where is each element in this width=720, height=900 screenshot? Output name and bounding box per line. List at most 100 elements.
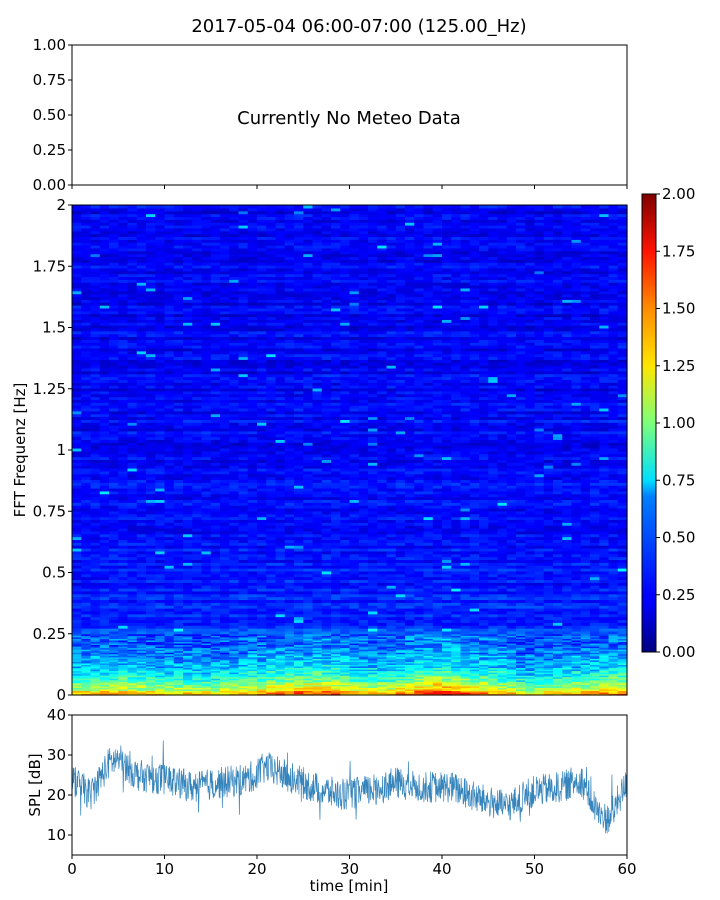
spectrogram-cell — [284, 656, 295, 659]
spectrogram-cell — [183, 668, 193, 672]
spectrogram-cell — [608, 664, 619, 667]
spectrogram-cell — [294, 672, 304, 675]
spectrogram-cell — [368, 670, 378, 673]
spectrogram-cell — [284, 650, 295, 653]
spectrogram-cell — [368, 681, 378, 684]
spectrogram-cell — [220, 690, 230, 693]
spectrogram-cell — [432, 691, 443, 695]
spectrogram-cell — [543, 668, 554, 672]
spectrogram-cell — [608, 676, 619, 679]
spectrogram-cell — [118, 646, 129, 649]
spectrogram-cell — [608, 646, 619, 649]
spectrogram-cell — [275, 687, 286, 690]
spectrogram-cell — [210, 644, 221, 647]
spectrogram-cell — [220, 670, 230, 673]
spectrogram-cell — [368, 649, 378, 652]
spectrogram-cell — [479, 647, 489, 650]
spectrogram-cell — [479, 659, 489, 662]
spectrogram-cell — [543, 687, 554, 690]
spectrogram-cell — [358, 652, 369, 655]
spectrogram-cell — [127, 652, 138, 655]
spectrogram-cell — [312, 684, 323, 687]
spectrogram-cell — [608, 675, 619, 678]
spectrogram-cell — [247, 672, 258, 675]
spectrogram-cell — [543, 672, 554, 675]
spectrogram-cell — [321, 691, 332, 695]
spectrogram-cell — [173, 659, 184, 662]
spectrogram-cell — [275, 661, 286, 664]
spectrogram-cell — [238, 662, 249, 665]
spectrogram-cell — [72, 688, 82, 692]
spectrogram-cell — [395, 687, 406, 690]
spectrogram-cell — [608, 691, 619, 695]
spectrogram-cell — [432, 682, 443, 685]
spectrogram-cell — [81, 656, 92, 659]
spectrogram-cell — [460, 691, 471, 695]
spectrogram-cell — [442, 678, 452, 681]
spectrogram-cell — [599, 646, 610, 649]
spectrogram-cell — [201, 661, 212, 664]
spectrogram-cell — [553, 685, 563, 688]
spectrogram-cell — [238, 670, 249, 673]
spectrogram-cell — [118, 676, 129, 679]
spectrogram-cell — [275, 673, 286, 676]
spectrogram-cell — [210, 647, 221, 650]
spectrogram-cell — [192, 687, 203, 690]
spectrogram-cell — [164, 642, 175, 646]
spectrogram-cell — [331, 675, 341, 678]
spectrogram-cell — [303, 650, 314, 653]
spectrogram-cell — [368, 644, 378, 647]
spectrogram-cell — [442, 653, 452, 656]
spectrogram-cell — [118, 650, 129, 653]
spectrogram-cell — [136, 687, 147, 690]
spectrogram-cell — [303, 687, 314, 690]
spectrogram-cell — [451, 687, 462, 690]
spectrogram-cell — [377, 670, 388, 673]
spectrogram-cell — [423, 678, 434, 681]
spectrogram-cell — [460, 658, 471, 661]
spectrogram-cell — [469, 678, 480, 681]
spectrogram-cell — [173, 670, 184, 673]
spectrogram-cell — [580, 684, 591, 687]
spectrogram-cell — [146, 670, 156, 673]
spectrogram-cell — [469, 662, 480, 665]
spectrogram-cell — [340, 656, 351, 659]
spectrogram-cell — [395, 646, 406, 649]
spectrogram-cell — [210, 685, 221, 688]
spectrogram-cell — [146, 659, 156, 662]
spectrogram-cell — [571, 646, 582, 649]
spectrogram-cell — [414, 675, 425, 678]
spectrogram-cell — [358, 670, 369, 673]
spectrogram-cell — [229, 690, 240, 693]
spectrogram-cell — [506, 661, 517, 664]
spectrogram-cell — [164, 681, 175, 684]
spectrogram-cell — [571, 650, 582, 653]
spectrogram-cell — [247, 682, 258, 685]
spectrogram-cell — [414, 658, 425, 661]
spectrogram-cell — [312, 688, 323, 692]
spectrogram-cell — [90, 668, 101, 672]
spectrogram-cell — [127, 664, 138, 667]
spectrogram-cell — [479, 667, 489, 670]
spectrogram-cell — [99, 664, 110, 667]
spectrogram-cell — [257, 646, 267, 649]
spectrogram-cell — [543, 675, 554, 678]
spectrogram-cell — [220, 675, 230, 678]
spectrogram-cell — [146, 658, 156, 661]
spectrogram-cell — [72, 691, 82, 695]
spectrogram-cell — [164, 685, 175, 688]
spectrogram-cell — [136, 690, 147, 693]
spectrogram-cell — [395, 688, 406, 692]
spectrogram-cell — [599, 681, 610, 684]
spectrogram-cell — [210, 681, 221, 684]
spectrogram-cell — [460, 682, 471, 685]
spectrogram-cell — [294, 679, 304, 682]
spectrogram-cell — [146, 691, 156, 695]
spectrogram-cell — [312, 665, 323, 669]
spectrogram-cell — [183, 665, 193, 669]
spectrogram-cell — [229, 662, 240, 665]
spectrogram-cell — [590, 676, 600, 679]
spectrogram-cell — [72, 658, 82, 661]
spectrogram-cell — [257, 675, 267, 678]
spectrogram-cell — [469, 667, 480, 670]
